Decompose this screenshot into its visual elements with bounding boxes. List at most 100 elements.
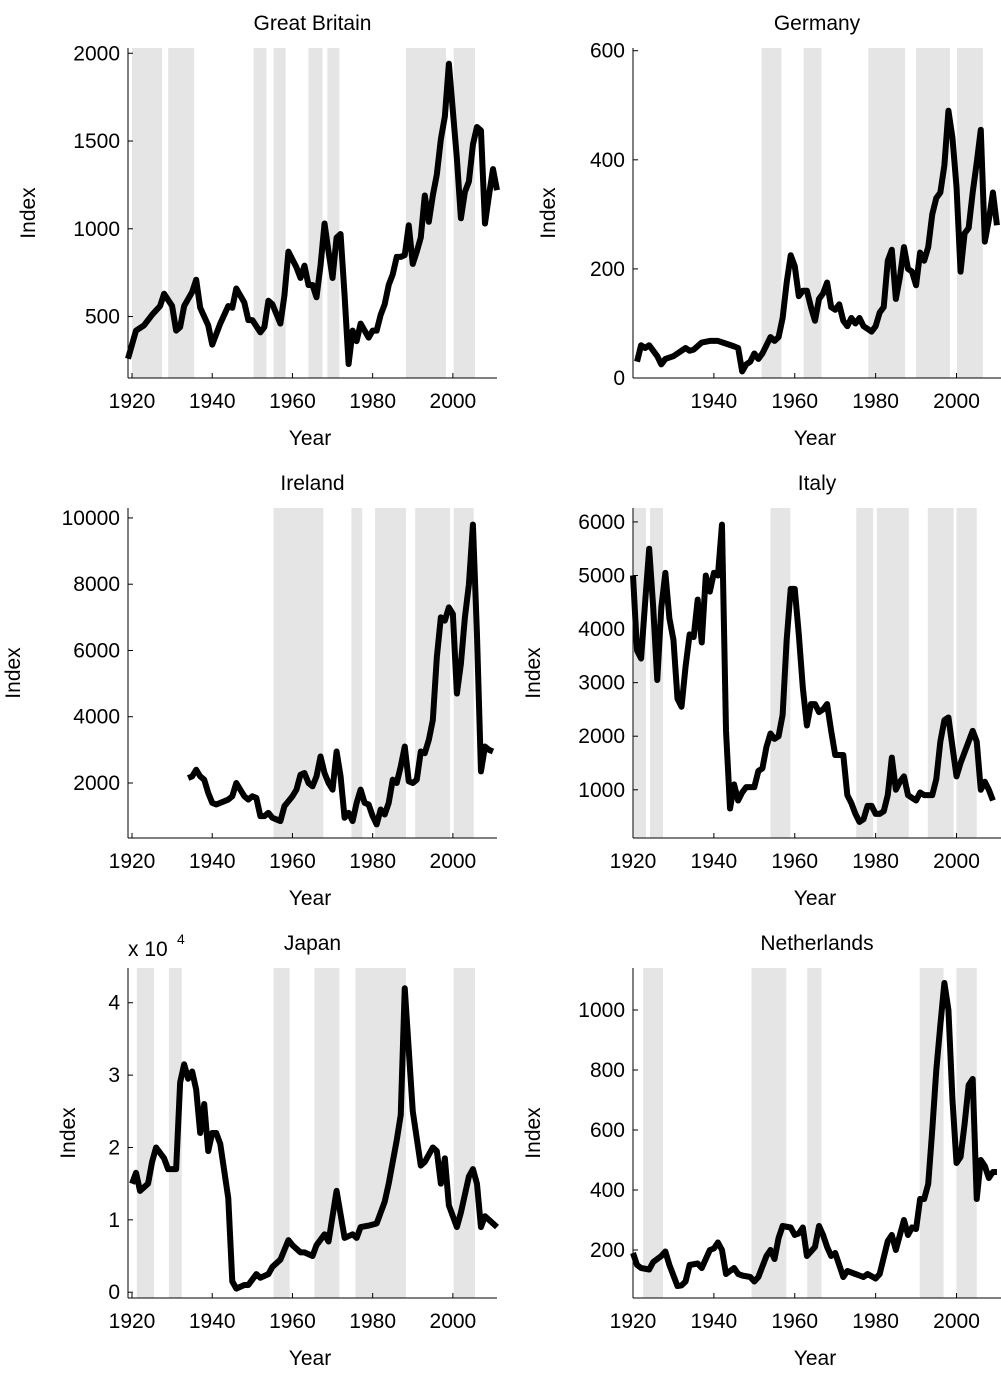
y-tick-label: 2000	[73, 772, 120, 795]
y-tick-label: 0	[613, 367, 625, 390]
y-tick-label: 2000	[578, 725, 625, 748]
x-tick-label: 1920	[610, 1310, 657, 1333]
y-tick-label: 1000	[578, 779, 625, 802]
y-tick-label: 600	[590, 40, 625, 63]
y-tick-label: 4	[108, 992, 120, 1015]
y-tick-label: 0	[108, 1281, 120, 1304]
x-axis-label: Year	[794, 427, 836, 450]
y-tick-label: 10000	[62, 507, 120, 530]
shaded-period	[643, 968, 663, 1298]
x-tick-label: 2000	[430, 390, 477, 413]
shaded-period	[253, 48, 267, 378]
shaded-period	[273, 968, 290, 1298]
x-axis-label: Year	[289, 1347, 331, 1370]
shaded-period	[927, 508, 954, 838]
subplot: 1920 1940 1960 1980 2000 1000 2000 3000 4000 5000…	[522, 472, 1001, 910]
shaded-period	[770, 508, 791, 838]
x-tick-label: 1980	[349, 390, 396, 413]
x-tick-label: 2000	[430, 850, 477, 873]
x-tick-label: 1940	[189, 390, 236, 413]
data-line	[634, 107, 1000, 375]
y-tick-label: 6000	[73, 639, 120, 662]
y-tick-label: 4000	[73, 706, 120, 729]
x-tick-label: 1940	[189, 850, 236, 873]
subplot-title: Netherlands	[760, 932, 873, 955]
y-tick-label: 8000	[73, 573, 120, 596]
shaded-period	[453, 968, 475, 1298]
shaded-period	[273, 48, 286, 378]
x-axis-label: Year	[289, 887, 331, 910]
y-tick-label: 400	[590, 149, 625, 172]
shaded-period	[856, 508, 874, 838]
y-tick-label: 2	[108, 1136, 120, 1159]
subplot-title: Great Britain	[254, 12, 372, 35]
y-tick-label: 4000	[578, 618, 625, 641]
subplot-title: Ireland	[280, 472, 344, 495]
y-axis-label: Index	[537, 187, 560, 239]
x-tick-label: 1940	[691, 1310, 738, 1333]
y-axis-label: Index	[57, 1107, 80, 1159]
shaded-period	[803, 48, 822, 378]
x-tick-label: 1940	[691, 850, 738, 873]
subplot-title: Japan	[284, 932, 341, 955]
x-tick-label: 1960	[771, 390, 818, 413]
y-axis-label: Index	[522, 1107, 545, 1159]
shaded-period	[956, 968, 977, 1298]
y-tick-label: 3000	[578, 672, 625, 695]
x-tick-label: 1960	[771, 850, 818, 873]
data-line	[187, 521, 495, 828]
y-axis-label: Index	[17, 187, 40, 239]
y-tick-label: 200	[590, 1239, 625, 1262]
y-tick-label: 500	[85, 306, 120, 329]
y-tick-label: 2000	[73, 42, 120, 65]
axis-multiplier: x 10	[128, 938, 168, 961]
x-tick-label: 1920	[109, 390, 156, 413]
subplot: 1920 1940 1960 1980 2000 500 1000 1500 2000 Great…	[17, 12, 500, 450]
x-axis-label: Year	[289, 427, 331, 450]
y-tick-label: 6000	[578, 511, 625, 534]
data-line	[129, 985, 500, 1292]
x-tick-label: 1920	[610, 850, 657, 873]
subplot: 1920 1940 1960 1980 2000 0 1 2 3 4 Japan Year Index x…	[57, 931, 500, 1370]
x-tick-label: 1960	[269, 390, 316, 413]
x-axis-label: Year	[794, 1347, 836, 1370]
x-tick-label: 1960	[771, 1310, 818, 1333]
y-tick-label: 5000	[578, 565, 625, 588]
y-tick-label: 200	[590, 258, 625, 281]
x-tick-label: 2000	[933, 850, 980, 873]
data-line	[630, 521, 996, 825]
subplot: 1920 1940 1960 1980 2000 200 400 600 800 1000 Neth…	[522, 932, 1001, 1370]
y-axis-label: Index	[2, 647, 25, 699]
shaded-period	[956, 508, 977, 838]
shaded-period	[633, 508, 646, 838]
y-tick-label: 1000	[73, 218, 120, 241]
x-tick-label: 1980	[852, 850, 899, 873]
data-line	[125, 60, 500, 367]
x-tick-label: 1980	[852, 1310, 899, 1333]
y-tick-label: 800	[590, 1059, 625, 1082]
x-tick-label: 1960	[269, 850, 316, 873]
x-tick-label: 2000	[933, 1310, 980, 1333]
shaded-period	[327, 48, 340, 378]
subplot-title: Germany	[774, 12, 861, 35]
x-tick-label: 1920	[109, 1310, 156, 1333]
x-tick-label: 2000	[933, 390, 980, 413]
subplot: 1940 1960 1980 2000 0 200 400 600 Germany Year Ind…	[537, 12, 1001, 450]
x-tick-label: 1920	[109, 850, 156, 873]
x-tick-label: 1940	[189, 1310, 236, 1333]
y-tick-label: 1	[108, 1209, 120, 1232]
y-tick-label: 1000	[578, 999, 625, 1022]
subplot: 1920 1940 1960 1980 2000 2000 4000 6000 8000 1000…	[2, 472, 497, 910]
x-axis-label: Year	[794, 887, 836, 910]
x-tick-label: 1960	[269, 1310, 316, 1333]
shaded-period	[807, 968, 822, 1298]
x-tick-label: 2000	[430, 1310, 477, 1333]
x-tick-label: 1980	[349, 850, 396, 873]
y-tick-label: 400	[590, 1179, 625, 1202]
shaded-period	[415, 508, 451, 838]
shaded-period	[308, 48, 323, 378]
x-tick-label: 1980	[852, 390, 899, 413]
shaded-period	[136, 968, 155, 1298]
